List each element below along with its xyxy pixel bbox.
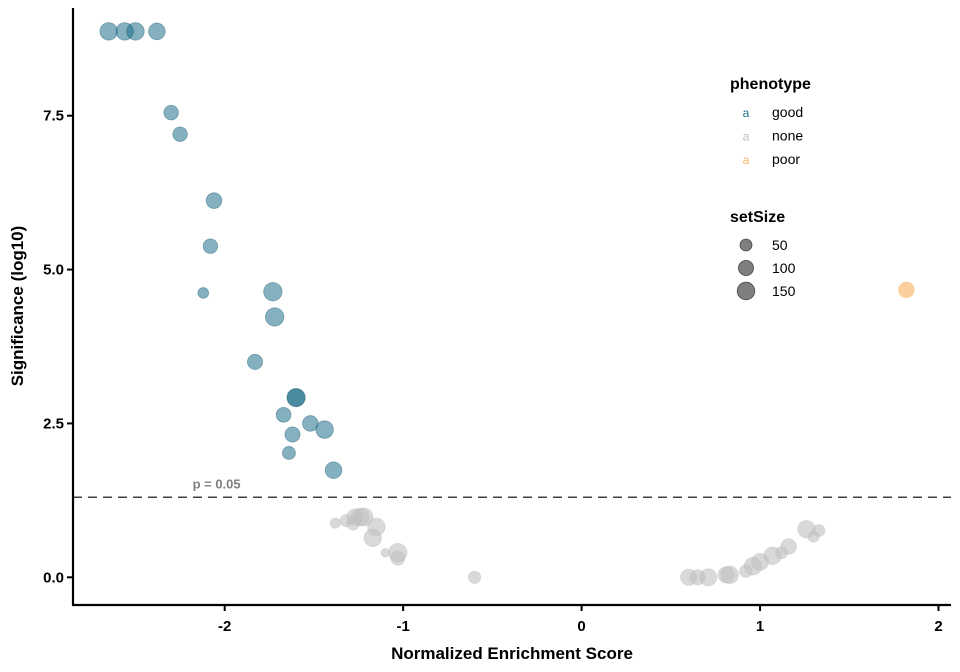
point-none (780, 538, 797, 555)
point-good (324, 461, 343, 479)
x-tick-label: 2 (934, 618, 942, 635)
phenotype-legend-label: poor (772, 151, 800, 167)
point-good (247, 353, 264, 370)
x-tick-label: 1 (756, 618, 764, 635)
setsize-legend-key (736, 281, 756, 301)
phenotype-legend-key: a (743, 130, 750, 144)
x-axis-ticks: -2 -1 0 1 2 (218, 605, 943, 635)
point-none (699, 568, 718, 587)
point-none (812, 524, 826, 537)
setsize-legend-title: setSize (730, 209, 785, 226)
point-none (720, 565, 739, 585)
x-tick-label: -1 (396, 618, 409, 635)
y-tick-label: 0.0 (43, 569, 64, 586)
points-layer (99, 22, 915, 587)
setsize-legend-label: 50 (772, 237, 788, 253)
point-good (172, 126, 188, 142)
point-good (197, 287, 210, 299)
y-tick-label: 2.5 (43, 415, 64, 432)
y-axis-ticks: 0.0 2.5 5.0 7.5 (43, 108, 73, 586)
point-none (467, 570, 482, 584)
phenotype-legend-label: good (772, 104, 803, 120)
y-tick-label: 5.0 (43, 262, 64, 279)
setsize-legend-label: 100 (772, 260, 796, 276)
point-good (202, 238, 219, 254)
point-good (148, 22, 166, 41)
point-good (315, 420, 334, 439)
point-poor (898, 281, 915, 299)
phenotype-legend: phenotype a good a none a poor (730, 76, 811, 167)
point-good (263, 282, 283, 302)
point-good (205, 192, 223, 209)
point-none (363, 528, 383, 548)
phenotype-legend-key: a (743, 106, 750, 120)
point-good (281, 446, 296, 460)
phenotype-legend-title: phenotype (730, 76, 811, 93)
y-axis-title: Significance (log10) (8, 226, 27, 387)
x-tick-label: -2 (218, 618, 231, 635)
y-tick-label: 7.5 (43, 108, 64, 125)
point-none (329, 517, 341, 529)
point-good (265, 307, 285, 327)
point-none (390, 550, 406, 566)
setsize-legend-key (738, 260, 754, 276)
phenotype-legend-key: a (743, 153, 750, 167)
point-none (354, 507, 374, 527)
setsize-legend: setSize 50 100 150 (730, 209, 796, 301)
phenotype-legend-label: none (772, 128, 803, 144)
threshold-label: p = 0.05 (193, 476, 241, 491)
point-good (287, 388, 306, 407)
point-good (163, 104, 179, 121)
point-good (275, 406, 292, 423)
point-good (284, 426, 301, 443)
x-tick-label: 0 (577, 618, 585, 635)
x-axis-title: Normalized Enrichment Score (391, 644, 633, 663)
point-good (99, 22, 118, 41)
setsize-legend-label: 150 (772, 283, 796, 299)
point-good (126, 22, 145, 41)
point-good (302, 415, 319, 432)
setsize-legend-key (739, 238, 753, 252)
